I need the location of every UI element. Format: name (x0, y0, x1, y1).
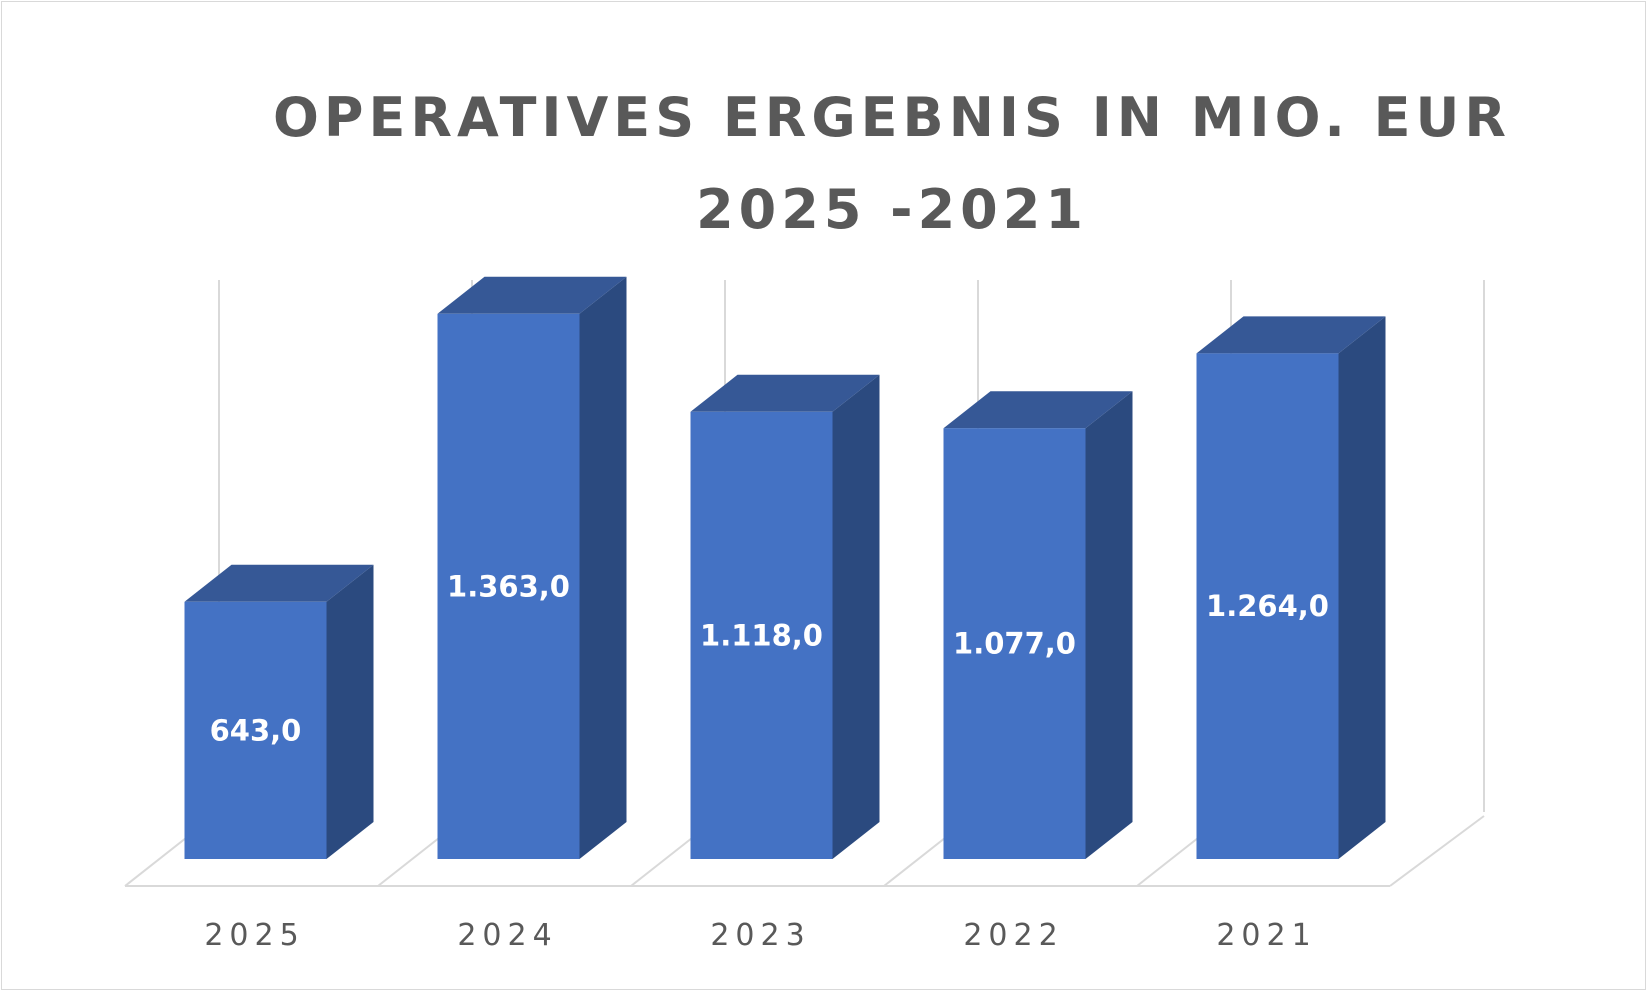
data-labels: 643,0 1.363,0 1.118,0 1.077,0 1.264,0 (210, 569, 1329, 747)
chart-title-line-2: 2025 -2021 (696, 178, 1088, 241)
bar-top-face (943, 391, 1133, 429)
bar-side-face (832, 374, 880, 859)
x-tick-label: 2024 (457, 918, 557, 953)
bar-2025 (184, 564, 374, 859)
x-tick-label: 2023 (710, 918, 810, 953)
data-label: 1.264,0 (1206, 589, 1329, 623)
bar-side-face (579, 276, 627, 859)
data-label: 1.077,0 (953, 627, 1076, 661)
bar-front-face (690, 411, 833, 859)
x-tick-label: 2025 (204, 918, 304, 953)
x-tick-label: 2022 (963, 918, 1063, 953)
chart-title-line-1: OPERATIVES ERGEBNIS IN MIO. EUR (273, 86, 1511, 149)
bar-top-face (1196, 316, 1386, 354)
bar-side-face (1085, 391, 1133, 859)
bar-side-face (326, 564, 374, 859)
x-axis-tick-labels: 2025 2024 2023 2022 2021 (204, 918, 1316, 953)
data-label: 1.118,0 (700, 618, 823, 652)
data-label: 1.363,0 (447, 569, 570, 603)
bar-2022 (943, 391, 1133, 859)
bar-top-face (184, 564, 374, 602)
bar-side-face (1338, 316, 1386, 859)
bar-2023 (690, 374, 880, 859)
grid (124, 280, 1485, 887)
bar-top-face (437, 276, 627, 314)
bar-2021 (1196, 316, 1386, 859)
bars (184, 276, 1386, 859)
x-tick-label: 2021 (1216, 918, 1316, 953)
bar-top-face (690, 374, 880, 412)
bar-front-face (437, 313, 580, 859)
bar-front-face (184, 601, 327, 859)
bar-front-face (943, 428, 1086, 859)
bar-front-face (1196, 353, 1339, 859)
chart-title: OPERATIVES ERGEBNIS IN MIO. EUR 2025 -20… (227, 72, 1557, 256)
data-label: 643,0 (210, 713, 302, 747)
bar-2024 (437, 276, 627, 859)
floor-right-edge (1389, 815, 1485, 887)
